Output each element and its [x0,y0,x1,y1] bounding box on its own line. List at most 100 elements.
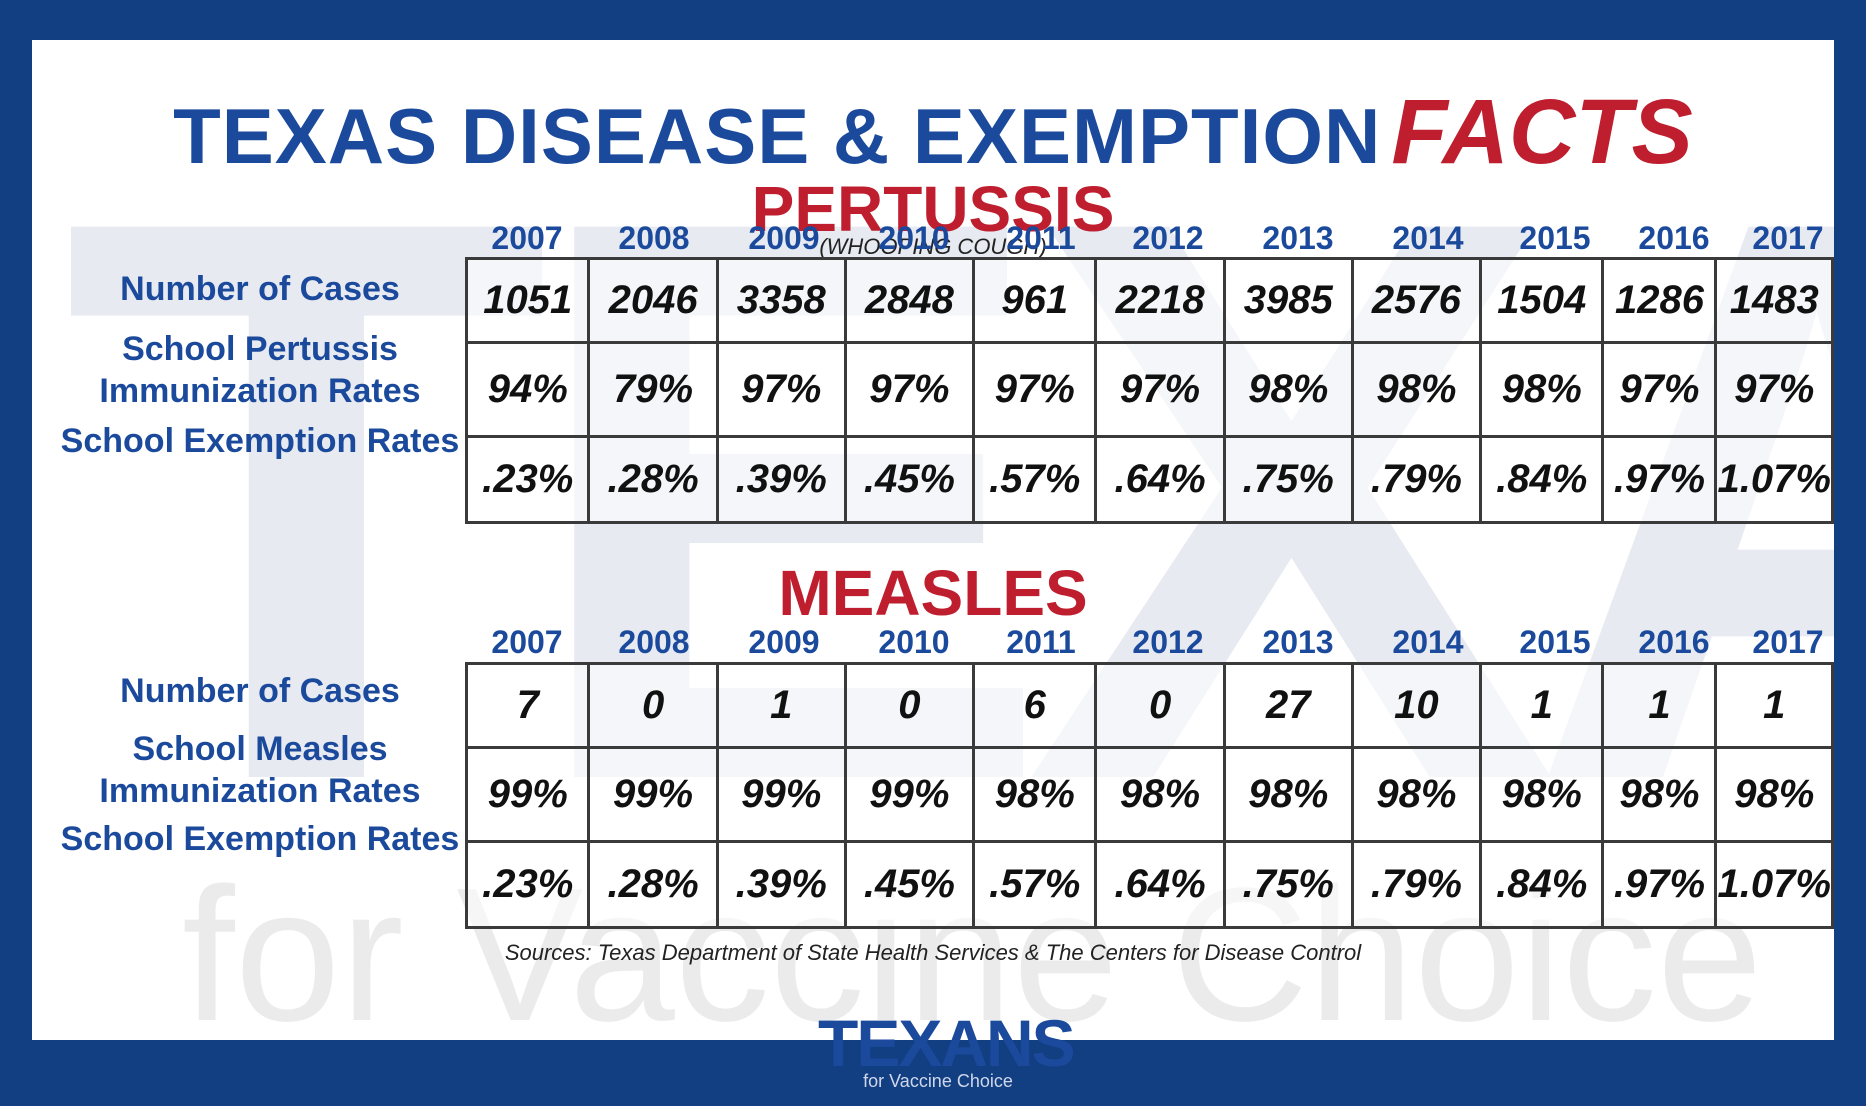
pertussis-row-label-2: School Pertussis Immunization Rates [99,330,421,410]
pertussis-year-header: 2007 2008 2009 2010 2011 2012 2013 2014 2015 2016… [465,220,1834,257]
pertussis-row-label-1: Number of Cases [120,270,400,308]
year-header-2007: 2007 [491,624,563,660]
pertussis-cell-2016: .97% [1601,435,1718,524]
measles-cell-2017: 1 [1714,662,1834,749]
year-header-2013: 2013 [1262,220,1334,256]
pertussis-cell-2011: 961 [971,257,1098,344]
measles-cell-2010: 99% [843,746,976,843]
measles-cell-2012: 98% [1094,746,1226,843]
pertussis-cell-2015: 1504 [1478,257,1605,344]
measles-row-label-1: Number of Cases [120,672,400,710]
measles-cell-2014: 98% [1350,746,1483,843]
pertussis-cell-2017: 1.07% [1714,435,1834,524]
measles-cell-2009: 1 [715,662,847,749]
pertussis-cell-2009: 3358 [715,257,847,344]
measles-cell-2011: .57% [971,840,1098,929]
pertussis-cell-2013: .75% [1222,435,1354,524]
pertussis-title: PERTUSSIS [751,173,1115,245]
measles-cell-2008: 99% [587,746,719,843]
pertussis-row-label-3: School Exemption Rates [60,422,460,460]
year-header-2011: 2011 [1006,220,1076,256]
measles-cell-2015: .84% [1478,840,1605,929]
measles-cell-2012: 0 [1094,662,1226,749]
pertussis-cell-2017: 97% [1714,341,1834,438]
pertussis-table-row: .23% .28% .39% .45% .57% .64% .75% .79% .84% .97%… [464,435,1834,524]
measles-cell-2013: 98% [1222,746,1354,843]
measles-cell-2016: .97% [1601,840,1718,929]
year-header-2007: 2007 [491,220,563,256]
measles-cell-2016: 1 [1601,662,1718,749]
sources-note: Sources: Texas Department of State Healt… [504,940,1362,965]
measles-row-label-2: School Measles Immunization Rates [99,730,421,810]
pertussis-cell-2013: 3985 [1222,257,1354,344]
texans-logo: TEXANS for Vaccine Choice [818,1006,1076,1098]
year-header-2008: 2008 [618,220,690,256]
pertussis-cell-2010: 2848 [843,257,976,344]
measles-cell-2013: .75% [1222,840,1354,929]
pertussis-cell-2013: 98% [1222,341,1354,438]
measles-cell-2016: 98% [1601,746,1718,843]
pertussis-cell-2015: 98% [1478,341,1605,438]
measles-cell-2017: 98% [1714,746,1834,843]
title-accent: FACTS [1391,81,1693,183]
measles-title: MEASLES [778,557,1088,629]
pertussis-subtitle: (WHOOPING COUGH) [819,234,1047,259]
pertussis-cell-2016: 97% [1601,341,1718,438]
logo-tagline: for Vaccine Choice [863,1071,1013,1091]
pertussis-cell-2008: 2046 [587,257,719,344]
measles-table-row: 99% 99% 99% 99% 98% 98% 98% 98% 98% 98% 98% [464,746,1834,843]
pertussis-table: 1051 2046 3358 2848 961 2218 3985 2576 1504 1286 1… [464,257,1834,524]
measles-cell-2007: 99% [464,746,591,843]
pertussis-cell-2011: 97% [971,341,1098,438]
measles-cell-2015: 1 [1478,662,1605,749]
measles-cell-2015: 98% [1478,746,1605,843]
year-header-2014: 2014 [1392,624,1464,660]
measles-year-header: 2007 2008 2009 2010 2011 2012 2013 2014 2015 2016… [465,624,1834,661]
logo-text: TEXANS [818,1006,1076,1080]
year-header-2017: 2017 [1752,624,1824,660]
measles-table-row: .23% .28% .39% .45% .57% .64% .75% .79% .84% .97%… [464,840,1834,929]
pertussis-cell-2012: 2218 [1094,257,1226,344]
title-main: TEXAS DISEASE & EXEMPTION [173,92,1382,180]
measles-cell-2011: 98% [971,746,1098,843]
measles-cell-2008: 0 [587,662,719,749]
pertussis-cell-2008: .28% [587,435,719,524]
year-header-2011: 2011 [1006,624,1076,660]
pertussis-cell-2010: .45% [843,435,976,524]
measles-cell-2013: 27 [1222,662,1354,749]
measles-cell-2012: .64% [1094,840,1226,929]
year-header-2013: 2013 [1262,624,1334,660]
pertussis-cell-2015: .84% [1478,435,1605,524]
measles-cell-2010: 0 [843,662,976,749]
pertussis-cell-2014: 2576 [1350,257,1483,344]
measles-cell-2007: 7 [464,662,591,749]
year-header-2016: 2016 [1638,624,1710,660]
measles-row-label-3: School Exemption Rates [60,820,460,858]
year-header-2008: 2008 [618,624,690,660]
pertussis-cell-2016: 1286 [1601,257,1718,344]
page-title: TEXAS DISEASE & EXEMPTION FACTS [32,80,1834,185]
pertussis-cell-2008: 79% [587,341,719,438]
measles-cell-2009: .39% [715,840,847,929]
pertussis-cell-2009: .39% [715,435,847,524]
measles-cell-2017: 1.07% [1714,840,1834,929]
pertussis-cell-2007: .23% [464,435,591,524]
pertussis-cell-2012: .64% [1094,435,1226,524]
measles-cell-2011: 6 [971,662,1098,749]
measles-cell-2014: .79% [1350,840,1483,929]
measles-cell-2010: .45% [843,840,976,929]
measles-cell-2009: 99% [715,746,847,843]
pertussis-cell-2012: 97% [1094,341,1226,438]
pertussis-cell-2014: .79% [1350,435,1483,524]
measles-cell-2007: .23% [464,840,591,929]
year-header-2010: 2010 [878,220,950,256]
year-header-2014: 2014 [1392,220,1464,256]
measles-cell-2014: 10 [1350,662,1483,749]
year-header-2009: 2009 [748,220,820,256]
pertussis-table-row: 94% 79% 97% 97% 97% 97% 98% 98% 98% 97% 97% [464,341,1834,438]
year-header-2017: 2017 [1752,220,1824,256]
year-header-2016: 2016 [1638,220,1710,256]
year-header-2010: 2010 [878,624,950,660]
year-header-2012: 2012 [1132,624,1204,660]
measles-cell-2008: .28% [587,840,719,929]
